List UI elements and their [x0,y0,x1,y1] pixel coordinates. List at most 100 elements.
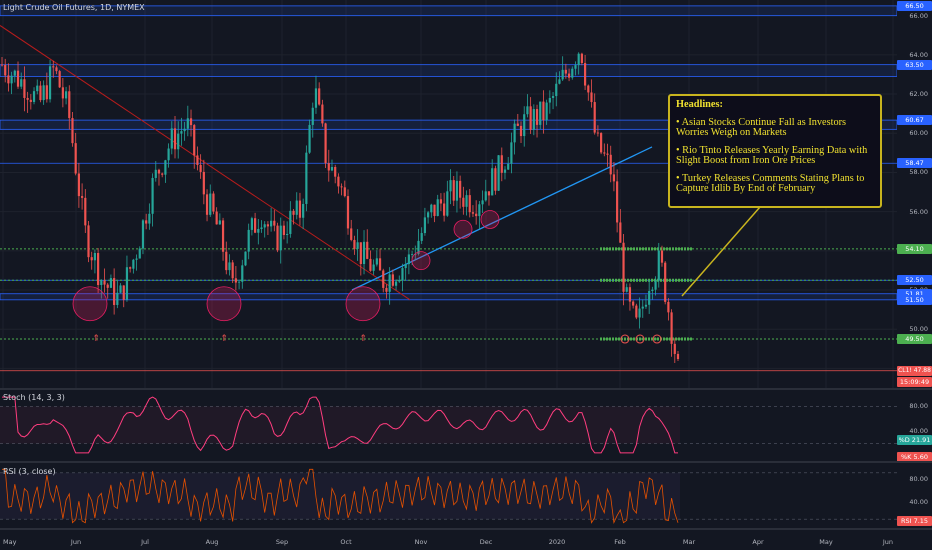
candle [58,69,61,88]
rsi-value-tag: RSI 7.15 [897,515,932,526]
support-circle [411,251,431,271]
candle [622,233,625,306]
candle [148,203,151,230]
candle [74,132,77,176]
time-axis-label: Oct [340,538,352,546]
candle [247,223,250,260]
candle [362,230,366,275]
candle [7,63,10,92]
stochastic-tick-label: 80.00 [909,402,928,411]
candle [135,254,138,271]
candle [253,212,257,234]
pane-separator[interactable] [0,461,932,463]
candle [484,179,487,202]
candle [356,229,359,261]
candle [276,222,279,253]
price-tick-label: 60.00 [909,129,928,138]
candle [535,104,539,138]
rsi-axis[interactable]: 80.00 40.00 RSI 7.15 [897,464,932,528]
stochastic-value-tag: %D 21.91 [897,435,932,446]
candle [20,72,23,90]
candle [199,154,202,179]
candle [500,147,503,182]
candle [337,173,340,194]
candle [292,209,295,225]
candle [16,61,20,89]
rsi-pane[interactable]: RSI (3, close) [0,464,897,528]
candle [676,350,680,362]
candle [260,220,263,233]
price-tick-label: 50.00 [909,325,928,334]
candle [539,101,542,130]
candle [394,279,398,291]
price-level-tag: 63.50 [897,59,932,70]
candle [378,248,382,271]
candle [209,184,212,217]
candle [180,117,183,146]
candle [241,259,244,289]
candle [606,143,609,167]
stochastic-pane[interactable]: Stoch (14, 3, 3) [0,390,897,460]
candle [295,192,298,220]
price-tick-label: 56.00 [909,207,928,216]
candle [164,159,167,183]
candle [103,268,106,293]
candle [503,166,507,180]
candle [10,71,13,95]
headline-item: • Asian Stocks Continue Fall as Investor… [676,117,847,138]
candle [587,84,590,101]
candle [13,69,16,83]
candle [29,94,32,110]
candle [353,235,356,255]
candle [555,72,558,107]
headlines-title: Headlines: [676,99,723,110]
candle [529,97,532,134]
time-axis-label: Jun [882,538,893,546]
candle [414,245,417,261]
candle [45,72,48,103]
candle [436,194,439,217]
time-axis[interactable]: May Jun Jul Aug Sep Oct Nov Dec 2020 Feb Mar Apr May… [0,530,932,550]
candle [401,263,404,292]
candle [600,132,603,155]
candle [23,66,26,112]
time-axis-label: Feb [614,538,626,546]
support-touch-circles [72,210,662,344]
stochastic-canvas[interactable] [0,390,897,460]
candle [433,204,436,223]
candle [494,165,497,195]
candle [455,171,459,213]
stochastic-axis[interactable]: 80.00 40.00 %D 21.91 %K 5.60 [897,390,932,462]
headlines-callout[interactable]: Headlines: • Asian Stocks Continue Fall … [668,94,882,208]
candle [157,168,161,186]
candle [673,338,676,363]
candle [507,156,510,170]
candle [221,217,225,261]
candle [590,79,593,108]
candle [161,172,164,178]
price-level-tag: 51.50 [897,294,932,305]
candle [343,180,346,198]
candle [48,59,52,103]
rsi-title: RSI (3, close) [3,467,56,476]
candle [667,298,670,321]
candle [542,90,545,134]
candle [282,220,286,240]
pane-separator [0,528,932,530]
rsi-tick-label: 40.00 [909,497,928,506]
pane-separator[interactable] [0,388,932,390]
callout-pointer [681,206,761,297]
price-axis[interactable]: 66.0064.0062.0060.0058.0056.0054.0052.00… [897,0,932,388]
candle [616,169,619,233]
candle [375,250,378,267]
rsi-canvas[interactable] [0,464,897,528]
candle [481,190,484,213]
candle [452,175,455,206]
candle [404,257,407,281]
candle [567,68,571,82]
candle [446,180,449,217]
price-level-tag: CL1! 47.88 [897,365,932,376]
candle [71,112,74,147]
candle [132,258,135,274]
candle [250,216,253,236]
